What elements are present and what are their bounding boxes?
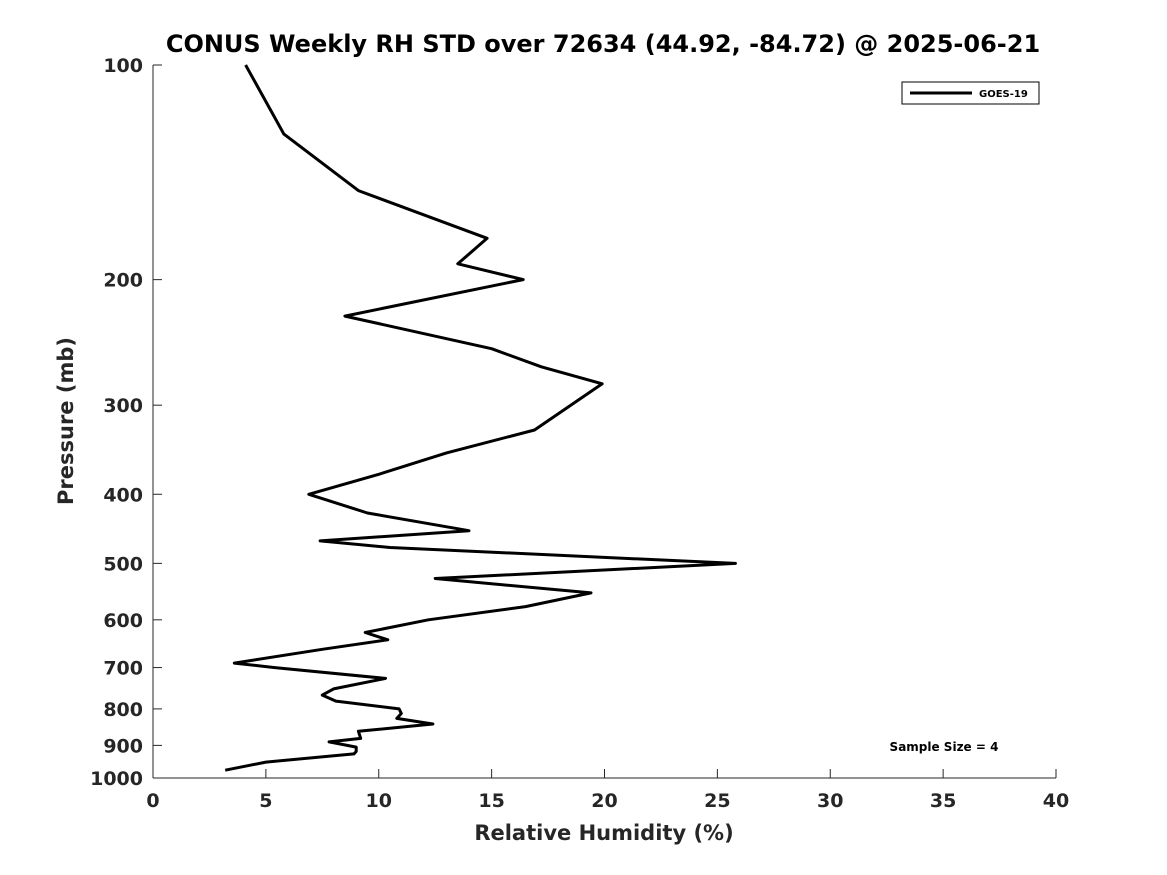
sample-size-annotation: Sample Size = 4 xyxy=(890,740,999,754)
y-tick-label: 1000 xyxy=(90,768,143,790)
x-tick-label: 5 xyxy=(259,790,272,812)
plot-area: 0 5 10 15 20 25 30 35 40 100 200 300 400 500 600 700 800… xyxy=(90,55,1069,812)
y-tick-label: 900 xyxy=(103,735,143,757)
legend-label-goes-19: GOES-19 xyxy=(979,89,1028,100)
x-tick-label: 15 xyxy=(478,790,504,812)
y-tick-label: 800 xyxy=(103,699,143,721)
x-tick-label: 0 xyxy=(146,790,159,812)
x-tick-label: 35 xyxy=(930,790,956,812)
chart-title: CONUS Weekly RH STD over 72634 (44.92, -… xyxy=(166,30,1040,58)
y-tick-label: 400 xyxy=(103,484,143,506)
y-tick-label: 600 xyxy=(103,610,143,632)
y-tick-label: 300 xyxy=(103,395,143,417)
x-axis-label: Relative Humidity (%) xyxy=(474,821,733,845)
series-line-goes-19 xyxy=(224,64,737,772)
legend: GOES-19 xyxy=(901,81,1040,105)
y-tick-label: 700 xyxy=(103,658,143,680)
x-tick-label: 25 xyxy=(704,790,730,812)
x-tick-label: 20 xyxy=(591,790,617,812)
y-tick-label: 500 xyxy=(103,553,143,575)
x-tick-label: 40 xyxy=(1043,790,1069,812)
y-axis-label: Pressure (mb) xyxy=(54,337,78,505)
y-tick-label: 100 xyxy=(103,55,143,77)
x-tick-label: 10 xyxy=(366,790,392,812)
y-tick-label: 200 xyxy=(103,270,143,292)
x-tick-label: 30 xyxy=(817,790,843,812)
